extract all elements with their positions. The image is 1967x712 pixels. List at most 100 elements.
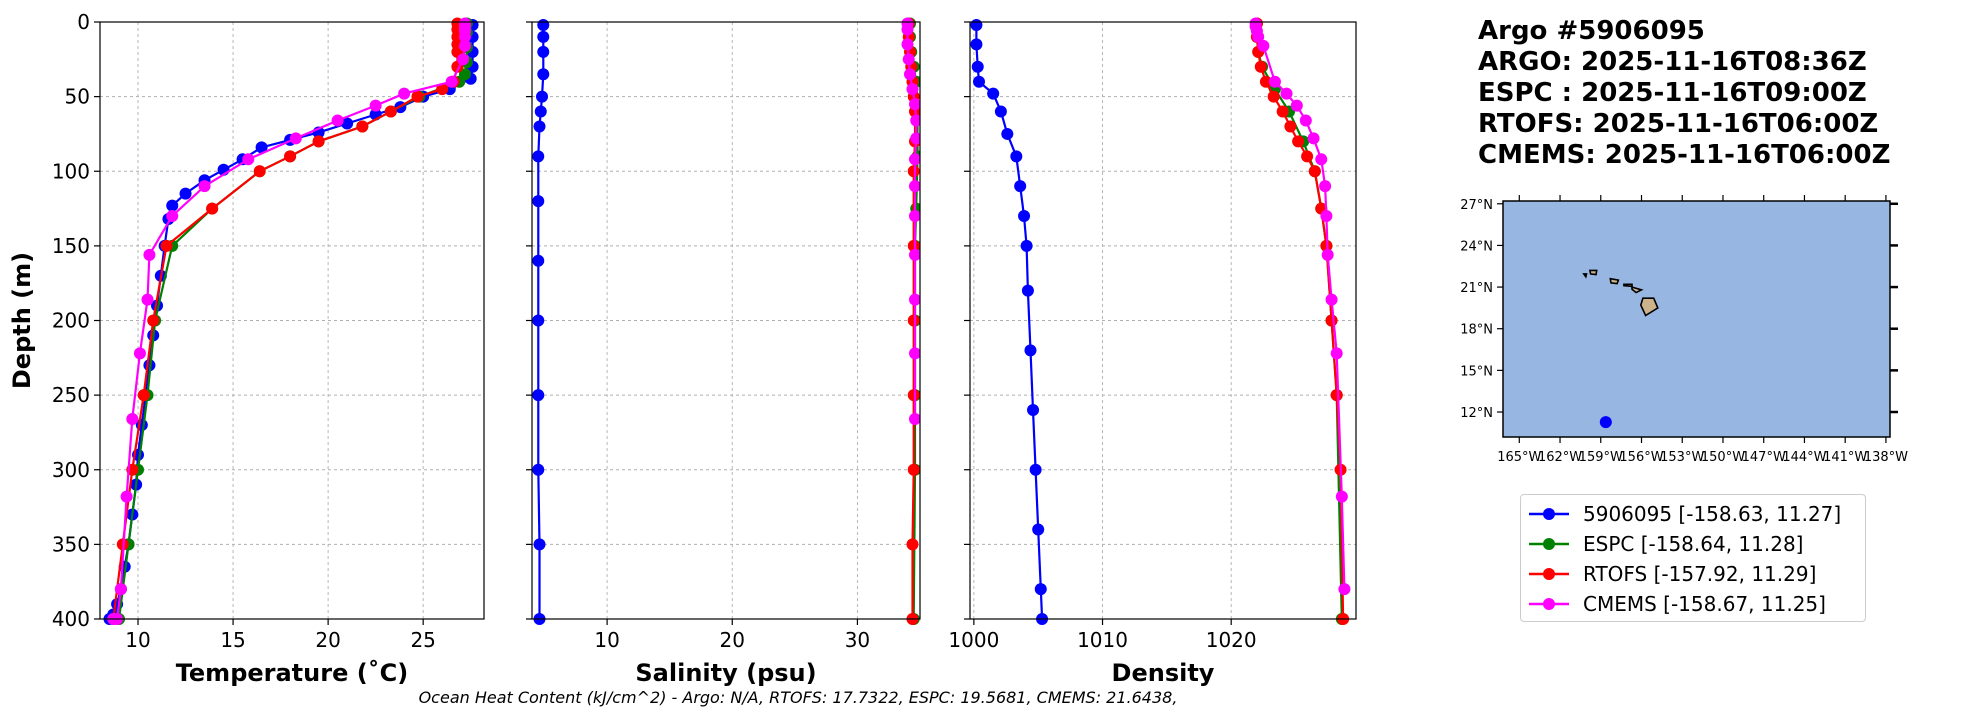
data-point-cmems <box>331 114 344 127</box>
legend-label-espc: ESPC [-158.64, 11.28] <box>1583 532 1804 556</box>
data-point-rtofs <box>907 314 920 327</box>
title-argo-time: ARGO: 2025-11-16T08:36Z <box>1478 47 1867 77</box>
x-tick-label: 30 <box>845 628 870 652</box>
x-tick-label: 1010 <box>1077 628 1128 652</box>
data-point-cmems <box>141 293 154 306</box>
data-point-cmems <box>458 30 471 43</box>
data-point-rtofs <box>1267 90 1280 103</box>
data-point-rtofs <box>907 389 920 402</box>
data-point-cmems <box>1252 30 1265 43</box>
figure-title-block: Argo #5906095 ARGO: 2025-11-16T08:36Z ES… <box>1478 16 1890 171</box>
map-lon-label: 153°W <box>1660 450 1704 465</box>
ocean-background <box>1503 201 1890 437</box>
legend-entry-argo: 5906095 [-158.63, 11.27] <box>1521 499 1865 529</box>
title-argo-id: Argo #5906095 <box>1478 16 1705 46</box>
data-point-cmems <box>910 114 920 127</box>
data-point-cmems <box>1290 99 1303 112</box>
data-point-cmems <box>143 248 156 261</box>
data-point-5906095 <box>1034 583 1047 596</box>
data-point-5906095 <box>537 68 550 81</box>
x-tick-label: 15 <box>220 628 245 652</box>
data-point-rtofs <box>1284 120 1297 133</box>
data-point-cmems <box>126 413 139 426</box>
data-point-rtofs <box>206 202 219 215</box>
x-tick-label: 1020 <box>1206 628 1257 652</box>
data-point-5906095 <box>532 195 545 208</box>
data-point-5906095 <box>970 38 983 51</box>
y-tick-label: 400 <box>52 607 90 631</box>
data-point-rtofs <box>253 165 266 178</box>
x-axis-label: Salinity (psu) <box>635 659 816 687</box>
data-point-cmems <box>445 75 458 88</box>
map-lat-label: 24°N <box>1460 239 1493 254</box>
data-point-cmems <box>908 248 920 261</box>
x-tick-label: 1000 <box>948 628 999 652</box>
data-point-5906095 <box>1029 463 1042 476</box>
data-point-rtofs <box>906 538 919 551</box>
data-point-rtofs <box>312 135 325 148</box>
data-point-5906095 <box>532 463 545 476</box>
data-point-5906095 <box>533 538 546 551</box>
data-point-5906095 <box>537 18 550 31</box>
data-point-cmems <box>910 132 920 145</box>
data-point-cmems <box>457 53 470 66</box>
legend-label-cmems: CMEMS [-158.67, 11.25] <box>1583 592 1826 616</box>
data-point-cmems <box>908 413 920 426</box>
data-point-cmems <box>133 347 146 360</box>
data-point-cmems <box>901 23 914 36</box>
data-point-rtofs <box>1259 75 1272 88</box>
map-lon-label: 141°W <box>1823 450 1867 465</box>
x-tick-label: 20 <box>315 628 340 652</box>
legend-entry-cmems: CMEMS [-158.67, 11.25] <box>1521 589 1865 619</box>
y-tick-label: 100 <box>52 159 90 183</box>
y-tick-label: 150 <box>52 234 90 258</box>
data-point-cmems <box>1325 293 1338 306</box>
data-point-5906095 <box>537 45 550 58</box>
data-point-5906095 <box>532 254 545 267</box>
ocean-heat-content-caption: Ocean Heat Content (kJ/cm^2) - Argo: N/A… <box>418 688 1178 707</box>
data-point-rtofs <box>1308 165 1321 178</box>
data-point-cmems <box>114 583 127 596</box>
data-point-cmems <box>901 38 914 51</box>
data-point-rtofs <box>1276 105 1289 118</box>
series-layer <box>970 17 1351 625</box>
density-panel: 1000 1010 1020 Density <box>948 17 1357 687</box>
data-point-cmems <box>1307 132 1320 145</box>
data-point-rtofs <box>356 120 369 133</box>
data-point-5906095 <box>1001 127 1014 140</box>
data-point-5906095 <box>1021 284 1034 297</box>
title-rtofs-time: RTOFS: 2025-11-16T06:00Z <box>1478 109 1879 139</box>
data-point-cmems <box>906 83 919 96</box>
data-point-cmems <box>908 98 920 111</box>
map-lon-label: 159°W <box>1579 450 1623 465</box>
data-point-cmems <box>1321 248 1334 261</box>
legend: 5906095 [-158.63, 11.27] ESPC [-158.64, … <box>1520 494 1866 622</box>
data-point-5906095 <box>536 90 549 103</box>
legend-marker-espc-icon <box>1529 538 1569 550</box>
y-tick-label: 200 <box>52 309 90 333</box>
x-tick-label: 10 <box>594 628 619 652</box>
map-lon-label: 156°W <box>1619 450 1663 465</box>
data-point-cmems <box>1320 210 1333 223</box>
data-point-5906095 <box>532 314 545 327</box>
salinity-panel: 10 20 30 Salinity (psu) <box>526 17 921 687</box>
data-point-rtofs <box>1254 60 1267 73</box>
island-molokai <box>1623 283 1633 288</box>
data-point-5906095 <box>973 75 986 88</box>
data-point-5906095 <box>255 141 268 154</box>
data-point-rtofs <box>411 90 424 103</box>
map-lon-label: 150°W <box>1701 450 1745 465</box>
data-point-5906095 <box>994 105 1007 118</box>
map-lat-label: 21°N <box>1460 281 1493 296</box>
island-maui <box>1631 286 1644 294</box>
data-point-cmems <box>198 180 211 193</box>
data-point-cmems <box>1338 583 1351 596</box>
data-point-cmems <box>1299 114 1312 127</box>
data-point-5906095 <box>971 60 984 73</box>
y-tick-label: 250 <box>52 383 90 407</box>
data-point-5906095 <box>166 199 179 212</box>
data-point-rtofs <box>147 314 160 327</box>
title-espc-time: ESPC : 2025-11-16T09:00Z <box>1478 78 1867 108</box>
data-point-cmems <box>1319 180 1332 193</box>
